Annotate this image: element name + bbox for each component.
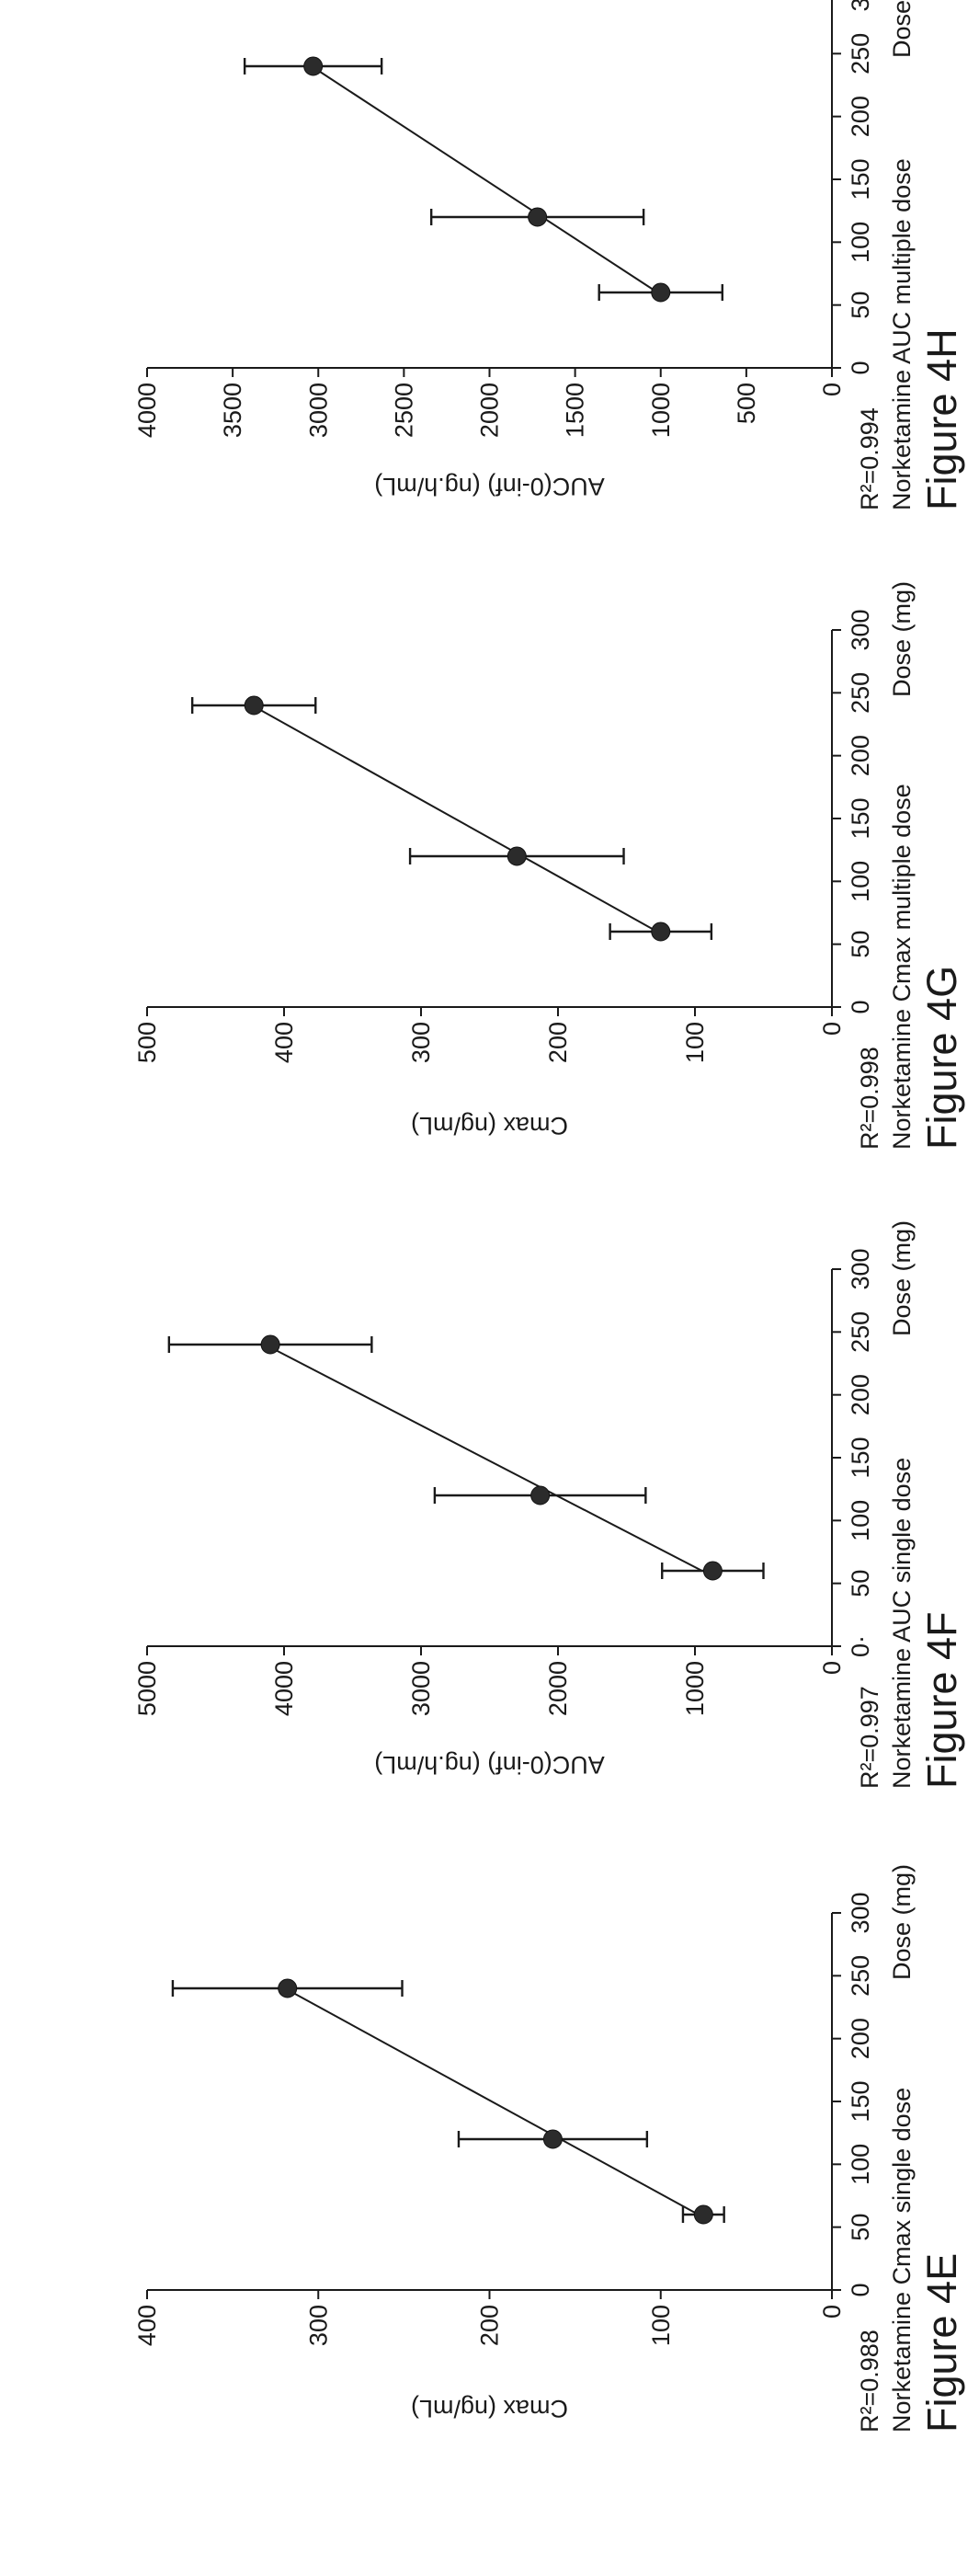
y-axis-title: AUC(0-inf) (ng.h/mL) <box>374 1751 605 1779</box>
x-axis-title: Dose (mg) <box>888 581 916 697</box>
x-tick-label: 300 <box>847 609 874 650</box>
y-tick-label: 300 <box>407 1022 435 1063</box>
y-tick-label: 500 <box>133 1022 161 1063</box>
y-tick-label: 100 <box>647 2305 675 2346</box>
x-tick-label: 150 <box>847 158 874 200</box>
x-tick-label: 50 <box>847 2214 874 2241</box>
r-squared-label: R²=0.994 <box>856 407 883 510</box>
y-tick-label: 3000 <box>407 1661 435 1716</box>
x-tick-label: 250 <box>847 672 874 714</box>
x-tick-label: 150 <box>847 797 874 839</box>
y-tick-label: 2500 <box>390 383 417 438</box>
regression-line <box>311 65 658 293</box>
y-tick-label: 2000 <box>544 1661 572 1716</box>
data-point <box>260 1334 280 1355</box>
data-point <box>303 56 324 76</box>
x-tick-label: 300 <box>847 1248 874 1289</box>
y-tick-label: 500 <box>733 383 760 424</box>
figure-subtitle: Norketamine Cmax multiple dose <box>888 784 916 1150</box>
r-squared-label: R²=0.988 <box>856 2330 883 2433</box>
y-tick-label: 2000 <box>476 383 504 438</box>
r-squared-label: R²=0.997 <box>856 1686 883 1789</box>
y-tick-label: 200 <box>544 1022 572 1063</box>
x-tick-label: 50 <box>847 292 874 319</box>
y-tick-label: 4000 <box>133 383 161 438</box>
x-tick-label: 100 <box>847 2144 874 2185</box>
y-tick-label: 3500 <box>219 383 246 438</box>
figure-subtitle: Norketamine AUC multiple dose <box>888 158 916 510</box>
x-tick-label: 100 <box>847 1500 874 1541</box>
y-tick-label: 200 <box>476 2305 504 2346</box>
y-tick-label: 0 <box>818 1022 846 1036</box>
x-tick-label: 200 <box>847 1374 874 1415</box>
y-tick-label: 400 <box>270 1022 298 1063</box>
y-tick-label: 400 <box>133 2305 161 2346</box>
y-tick-label: 1500 <box>562 383 589 438</box>
y-tick-label: 0 <box>818 1661 846 1675</box>
data-point <box>693 2204 713 2225</box>
y-axis-title: AUC(0-inf) (ng.h/mL) <box>374 473 605 500</box>
data-point <box>542 2129 563 2149</box>
x-tick-label: 0· <box>847 1635 874 1657</box>
y-axis-title: Cmax (ng/mL) <box>411 2395 568 2422</box>
regression-line <box>264 1344 703 1572</box>
figure-title: Figure 4F <box>918 1611 965 1789</box>
data-point <box>651 282 671 303</box>
y-axis-title: Cmax (ng/mL) <box>411 1112 568 1139</box>
x-tick-label: 250 <box>847 33 874 74</box>
x-tick-label: 250 <box>847 1955 874 1997</box>
x-tick-label: 100 <box>847 222 874 263</box>
figure-title: Figure 4E <box>918 2253 965 2433</box>
y-tick-label: 5000 <box>133 1661 161 1716</box>
x-tick-label: 200 <box>847 96 874 137</box>
data-point <box>278 1978 298 1998</box>
x-tick-label: 150 <box>847 1437 874 1478</box>
data-point <box>651 922 671 942</box>
regression-line <box>251 704 658 933</box>
y-tick-label: 0 <box>818 383 846 396</box>
y-tick-label: 0 <box>818 2305 846 2318</box>
data-point <box>702 1561 723 1581</box>
y-tick-label: 1000 <box>681 1661 709 1716</box>
x-tick-label: 250 <box>847 1311 874 1353</box>
x-tick-label: 100 <box>847 861 874 902</box>
regression-line <box>284 1987 700 2215</box>
y-tick-label: 4000 <box>270 1661 298 1716</box>
x-axis-title: Dose (mg) <box>888 1220 916 1336</box>
data-point <box>244 695 264 716</box>
y-tick-label: 1000 <box>647 383 675 438</box>
figure-title: Figure 4H <box>918 328 965 510</box>
x-axis-title: Dose (mg) <box>888 0 916 58</box>
x-tick-label: 300 <box>847 1892 874 1933</box>
x-tick-label: 150 <box>847 2080 874 2122</box>
figure-title: Figure 4G <box>918 966 965 1150</box>
x-tick-label: 0 <box>847 1000 874 1013</box>
x-tick-label: 300 <box>847 0 874 12</box>
x-tick-label: 200 <box>847 735 874 776</box>
data-point <box>528 207 548 227</box>
figure-subtitle: Norketamine Cmax single dose <box>888 2088 916 2433</box>
x-tick-label: 0 <box>847 2283 874 2296</box>
y-tick-label: 100 <box>681 1022 709 1063</box>
figure-subtitle: Norketamine AUC single dose <box>888 1458 916 1789</box>
y-tick-label: 300 <box>304 2305 332 2346</box>
x-tick-label: 50 <box>847 931 874 958</box>
data-point <box>530 1485 551 1506</box>
x-tick-label: 0 <box>847 361 874 374</box>
r-squared-label: R²=0.998 <box>856 1047 883 1150</box>
y-tick-label: 3000 <box>304 383 332 438</box>
x-tick-label: 200 <box>847 2018 874 2059</box>
x-axis-title: Dose (mg) <box>888 1864 916 1980</box>
x-tick-label: 50 <box>847 1570 874 1597</box>
data-point <box>507 846 527 866</box>
